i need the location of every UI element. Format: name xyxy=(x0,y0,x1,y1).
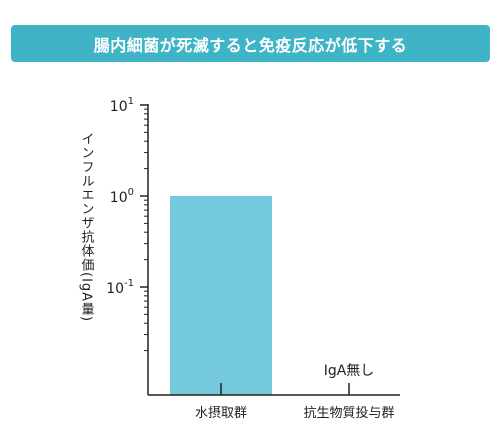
y-tick-base-2: 10 xyxy=(106,281,124,297)
title-banner: 腸内細菌が死滅すると免疫反応が低下する xyxy=(11,25,490,62)
x-tick-label-0: 水摂取群 xyxy=(195,405,247,421)
y-tick-label-1: 100 xyxy=(110,187,134,206)
y-tick-label-2: 10-1 xyxy=(106,278,134,297)
bar-0 xyxy=(170,196,272,395)
y-tick-exp-2: -1 xyxy=(124,278,134,289)
y-tick-exp-0: 1 xyxy=(128,96,134,107)
y-axis-label-wrap: インフルエンザ抗体価(IgA量) xyxy=(76,132,96,347)
y-tick-base-1: 10 xyxy=(110,190,128,206)
chart-title: 腸内細菌が死滅すると免疫反応が低下する xyxy=(93,35,408,55)
y-tick-exp-1: 0 xyxy=(128,187,134,198)
x-tick-label-1: 抗生物質投与群 xyxy=(303,405,394,421)
y-tick-label-0: 101 xyxy=(110,96,134,115)
annotation-0: IgA無し xyxy=(324,363,375,379)
y-tick-base-0: 10 xyxy=(110,99,128,115)
y-axis-label: インフルエンザ抗体価(IgA量) xyxy=(78,132,94,323)
